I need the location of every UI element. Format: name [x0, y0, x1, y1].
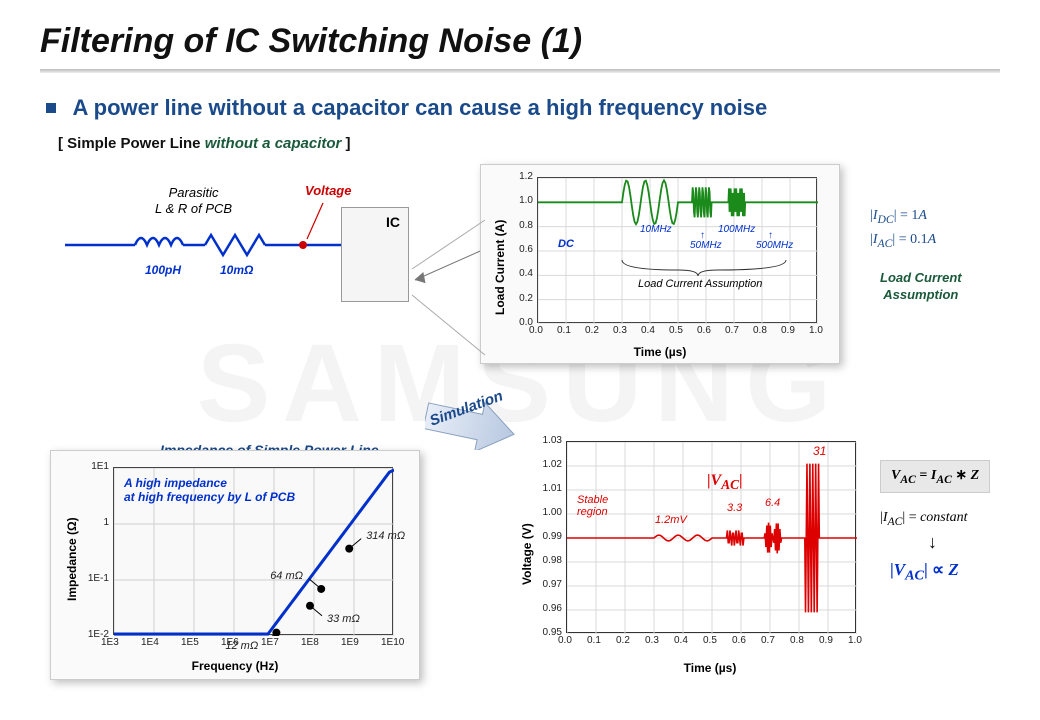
- stable-l2: region: [577, 506, 608, 518]
- vac-prop-z: |VAC| ∝ Z: [890, 560, 959, 584]
- subtitle-row: A power line without a capacitor can cau…: [0, 79, 1040, 125]
- iac-eq: |IAC| = 0.1A: [870, 232, 936, 250]
- pk-4: 31: [813, 444, 826, 458]
- load-ylabel: Load Current (A): [493, 220, 507, 315]
- vac-equation-box: VAC = IAC ∗ Z: [880, 460, 990, 493]
- title-bar: Filtering of IC Switching Noise (1): [0, 0, 1040, 79]
- load-xlabel: Time (µs): [481, 345, 839, 359]
- bullet-icon: [46, 103, 56, 113]
- imp-note-l2: at high frequency by L of PCB: [124, 490, 295, 504]
- load-assumption-caption: Load Current Assumption: [880, 270, 962, 304]
- imp-note-l1: A high impedance: [124, 476, 227, 490]
- pk-1: 1.2mV: [655, 514, 687, 526]
- section-label: [ Simple Power Line without a capacitor …: [58, 135, 1010, 152]
- freq-arrow-500: ↑: [768, 230, 773, 241]
- volt-chart-svg: [567, 442, 857, 634]
- imp-ylabel: Impedance (Ω): [65, 517, 79, 601]
- page-title: Filtering of IC Switching Noise (1): [40, 22, 1000, 61]
- idc-eq: |IDC| = 1A: [870, 208, 927, 226]
- voltage-chart: Voltage (V) Time (µs) Stable region |VAC…: [510, 425, 870, 685]
- load-caption-l1: Load Current: [880, 270, 962, 285]
- pk-2: 3.3: [727, 502, 742, 514]
- imp-note: A high impedance at high frequency by L …: [124, 476, 295, 504]
- freq-arrow-50: ↑: [700, 230, 705, 241]
- freq-100: 100MHz: [718, 224, 755, 235]
- imp-xlabel: Frequency (Hz): [51, 659, 419, 673]
- section-label-em: without a capacitor: [205, 135, 342, 152]
- load-chart-area: DC 10MHz 50MHz 100MHz 500MHz ↑ ↑ Load Cu…: [537, 177, 817, 323]
- dc-label: DC: [558, 238, 574, 250]
- load-current-panel: Load Current (A) Time (µs) DC 10MHz 50MH…: [480, 164, 840, 364]
- ic-label: IC: [386, 214, 400, 230]
- stable-region: Stable region: [577, 494, 608, 518]
- volt-xlabel: Time (µs): [530, 661, 890, 675]
- volt-chart-area: Stable region |VAC| 1.2mV 3.3 6.4 31: [566, 441, 856, 633]
- load-chart-svg: [538, 178, 818, 324]
- freq-500: 500MHz: [756, 240, 793, 251]
- vac-label: |VAC|: [707, 472, 743, 493]
- down-arrow-icon: ↓: [928, 532, 937, 553]
- section-label-pre: [ Simple Power Line: [58, 135, 205, 152]
- parasitic-label: Parasitic L & R of PCB: [155, 185, 232, 216]
- freq-50: 50MHz: [690, 240, 722, 251]
- circuit-diagram: Parasitic L & R of PCB Voltage 100pH 10m…: [65, 185, 445, 305]
- subtitle: A power line without a capacitor can cau…: [72, 95, 767, 120]
- parasitic-l2: L & R of PCB: [155, 201, 232, 216]
- pk-3: 6.4: [765, 497, 780, 509]
- load-caption-l2: Assumption: [883, 287, 958, 302]
- ic-box: IC: [341, 207, 409, 302]
- stable-l1: Stable: [577, 494, 608, 506]
- title-rule: [40, 69, 1000, 73]
- section-label-post: ]: [341, 135, 350, 152]
- parasitic-l1: Parasitic: [169, 185, 219, 200]
- freq-10: 10MHz: [640, 224, 672, 235]
- voltage-label: Voltage: [305, 183, 351, 198]
- imp-chart-area: A high impedance at high frequency by L …: [113, 467, 393, 635]
- inductor-value: 100pH: [145, 263, 181, 277]
- volt-ylabel: Voltage (V): [520, 523, 534, 585]
- impedance-panel: Impedance (Ω) Frequency (Hz) A high impe…: [50, 450, 420, 680]
- resistor-value: 10mΩ: [220, 263, 253, 277]
- iac-constant: |IAC| = constant: [880, 510, 968, 528]
- load-assumption-inchart: Load Current Assumption: [638, 278, 762, 290]
